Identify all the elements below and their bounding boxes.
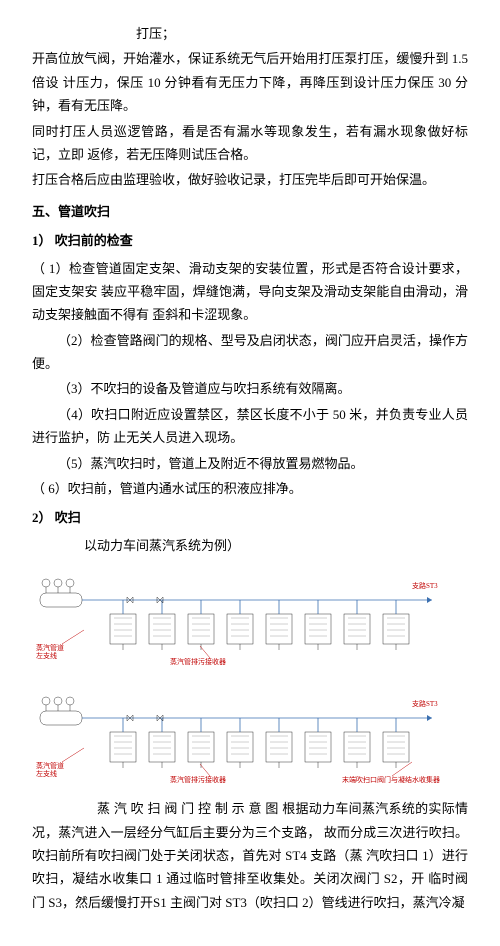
paragraph-2: 同时打压人员巡逻管路，看是否有漏水等现象发生，若有漏水现象做好标记，立即 返修，… (32, 120, 468, 167)
paragraph-3: 打压合格后应由监理验收，做好验收记录，打压完毕后即可开始保温。 (32, 168, 468, 191)
svg-text:支路ST3: 支路ST3 (412, 581, 438, 590)
check-item-2: （2）检查管路阀门的规格、型号及启闭状态，阀门应开启灵活，操作方便。 (32, 329, 468, 376)
steam-diagram-bottom: 蒸汽管道左支线蒸汽管排污接收器 支路ST3 末端吹扫口阀门与凝结水收集器 (32, 683, 468, 793)
check-item-3: （3）不吹扫的设备及管道应与吹扫系统有效隔离。 (32, 377, 468, 400)
svg-text:左支线: 左支线 (36, 769, 57, 778)
check-item-4: （4）吹扫口附近应设置禁区，禁区长度不小于 50 米，并负责专业人员进行监护，防… (32, 403, 468, 450)
svg-text:蒸汽管道: 蒸汽管道 (36, 761, 64, 770)
svg-text:蒸汽管排污接收器: 蒸汽管排污接收器 (170, 657, 226, 666)
diagram-caption: 蒸 汽 吹 扫 阀 门 控 制 示 意 图 (32, 801, 279, 816)
section-5-2-title: 2） 吹扫 (32, 506, 468, 529)
diagram-intro-label: 以动力车间蒸汽系统为例） (32, 534, 468, 557)
svg-text:支路ST3: 支路ST3 (412, 699, 438, 708)
paragraph-after-diagram: 根据动力车间蒸汽系统的实际情况，蒸汽进入一层经分气缸后主要分为三个支路， 故而分… (32, 801, 468, 910)
section-5-title: 五、管道吹扫 (32, 200, 468, 223)
diagram-caption-paragraph: 蒸 汽 吹 扫 阀 门 控 制 示 意 图 根据动力车间蒸汽系统的实际情况，蒸汽… (32, 797, 468, 914)
svg-text:蒸汽管排污接收器: 蒸汽管排污接收器 (170, 775, 226, 784)
header-fragment: 打压； (32, 22, 468, 45)
paragraph-1: 开高位放气阀，开始灌水，保证系统无气后开始用打压泵打压，缓慢升到 1.5 倍设 … (32, 47, 468, 117)
section-5-1-title: 1） 吹扫前的检查 (32, 229, 468, 252)
steam-diagram-top: 蒸汽管道左支线蒸汽管排污接收器 支路ST3 (32, 565, 468, 675)
check-item-1: （ 1）检查管道固定支架、滑动支架的安装位置，形式是否符合设计要求，固定支架安 … (32, 257, 468, 327)
svg-text:蒸汽管道: 蒸汽管道 (36, 643, 64, 652)
check-item-6: （ 6）吹扫前，管道内通水试压的积液应排净。 (32, 477, 468, 500)
check-item-5: （5）蒸汽吹扫时，管道上及附近不得放置易燃物品。 (32, 452, 468, 475)
svg-text:末端吹扫口阀门与凝结水收集器: 末端吹扫口阀门与凝结水收集器 (342, 775, 440, 784)
svg-text:左支线: 左支线 (36, 651, 57, 660)
